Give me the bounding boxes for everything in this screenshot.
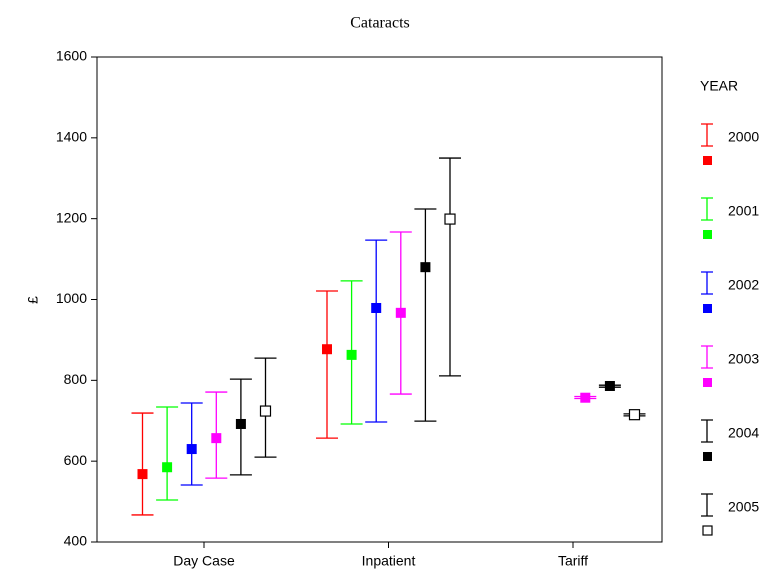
- marker: [137, 469, 148, 480]
- error-bar: [316, 290, 338, 439]
- legend-label: 2003: [728, 351, 759, 367]
- marker: [444, 213, 456, 225]
- y-tick-label: 1600: [56, 48, 87, 64]
- plot-frame: [96, 56, 663, 543]
- error-bar: [156, 406, 179, 501]
- legend-label: 2004: [728, 425, 759, 441]
- legend-bar: [701, 197, 713, 221]
- y-tick-label: 400: [64, 533, 88, 549]
- legend-label: 2002: [728, 277, 759, 293]
- legend-marker: [703, 304, 712, 313]
- legend-marker: [702, 525, 713, 536]
- marker: [580, 392, 591, 403]
- error-bar: [180, 402, 203, 486]
- y-tick-label: 600: [64, 452, 88, 468]
- marker: [211, 433, 222, 444]
- chart-title: Cataracts: [350, 15, 410, 32]
- y-tick-label: 1000: [56, 290, 87, 306]
- marker: [235, 418, 246, 429]
- legend-title: YEAR: [700, 78, 738, 94]
- error-bar: [439, 157, 461, 377]
- x-tick-label: Tariff: [558, 553, 588, 569]
- legend-bar: [701, 271, 713, 295]
- marker: [259, 405, 272, 417]
- error-bar: [365, 239, 388, 423]
- legend-bar: [701, 123, 713, 147]
- marker: [604, 380, 615, 391]
- marker: [162, 462, 173, 473]
- y-tick-label: 800: [64, 371, 88, 387]
- marker: [186, 444, 197, 455]
- legend-marker: [703, 452, 712, 461]
- y-tick-label: 1400: [56, 129, 87, 145]
- marker: [420, 262, 431, 273]
- marker: [322, 344, 332, 355]
- marker: [628, 409, 641, 421]
- x-tick-label: Day Case: [173, 553, 235, 569]
- x-tick-label: Inpatient: [362, 553, 416, 569]
- y-axis-label: £: [25, 296, 41, 304]
- error-bar: [131, 412, 154, 516]
- marker: [395, 307, 406, 318]
- marker: [371, 302, 382, 313]
- marker: [346, 349, 357, 360]
- y-tick-label: 1200: [56, 209, 87, 225]
- error-bar: [414, 208, 437, 422]
- legend-label: 2001: [728, 203, 759, 219]
- legend-bar: [701, 493, 713, 517]
- legend-marker: [703, 156, 712, 165]
- legend-label: 2000: [728, 129, 759, 145]
- legend-bar: [701, 345, 713, 369]
- legend-bar: [701, 419, 713, 443]
- legend-marker: [703, 230, 712, 239]
- legend-label: 2005: [728, 499, 759, 515]
- legend-marker: [703, 378, 712, 387]
